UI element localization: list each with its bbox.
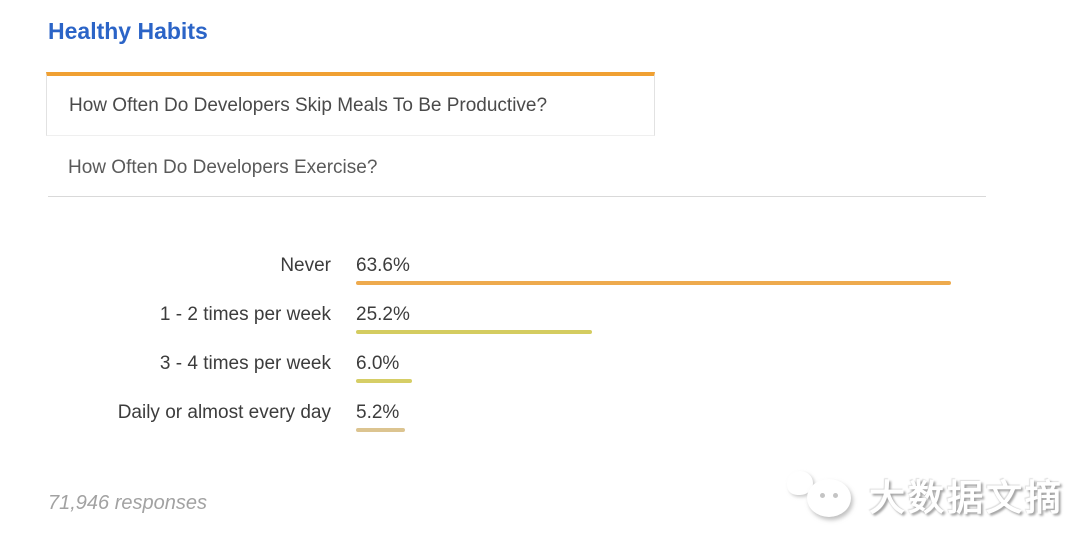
bar-cell: 25.2% bbox=[356, 301, 1040, 334]
chart-row: 3 - 4 times per week 6.0% bbox=[0, 350, 1040, 399]
bar-cell: 6.0% bbox=[356, 350, 1040, 383]
bar-cell: 63.6% bbox=[356, 252, 1040, 285]
category-label: Never bbox=[280, 255, 331, 276]
tab-skip-meals[interactable]: How Often Do Developers Skip Meals To Be… bbox=[46, 72, 655, 136]
value-label: 5.2% bbox=[356, 402, 400, 423]
divider bbox=[48, 196, 986, 197]
bar bbox=[356, 281, 951, 285]
tab-label: How Often Do Developers Skip Meals To Be… bbox=[69, 94, 548, 116]
bar bbox=[356, 379, 412, 383]
watermark-text: 大数据文摘 bbox=[868, 477, 1064, 518]
category-label: 1 - 2 times per week bbox=[159, 304, 331, 325]
tab-label: How Often Do Developers Exercise? bbox=[68, 157, 378, 178]
value-label: 6.0% bbox=[356, 353, 400, 374]
bar bbox=[356, 330, 592, 334]
chart-row: 1 - 2 times per week 25.2% bbox=[0, 301, 1040, 350]
bar-cell: 5.2% bbox=[356, 399, 1040, 432]
wechat-icon bbox=[781, 469, 863, 521]
responses-count: 71,946 responses bbox=[48, 492, 208, 514]
tab-exercise[interactable]: How Often Do Developers Exercise? bbox=[46, 146, 655, 190]
page-title: Healthy Habits bbox=[48, 18, 208, 44]
chart-row: Daily or almost every day 5.2% bbox=[0, 399, 1040, 448]
chat-bubble-big bbox=[806, 479, 851, 517]
category-label: 3 - 4 times per week bbox=[159, 353, 331, 374]
bar-chart: Never 63.6% 1 - 2 times per week 25.2% 3 - 4… bbox=[0, 252, 1040, 448]
chart-row: Never 63.6% bbox=[0, 252, 1040, 301]
bar bbox=[356, 428, 405, 432]
value-label: 63.6% bbox=[356, 255, 410, 276]
value-label: 25.2% bbox=[356, 304, 410, 325]
watermark: 大数据文摘 bbox=[781, 469, 1064, 521]
category-label: Daily or almost every day bbox=[117, 402, 331, 423]
